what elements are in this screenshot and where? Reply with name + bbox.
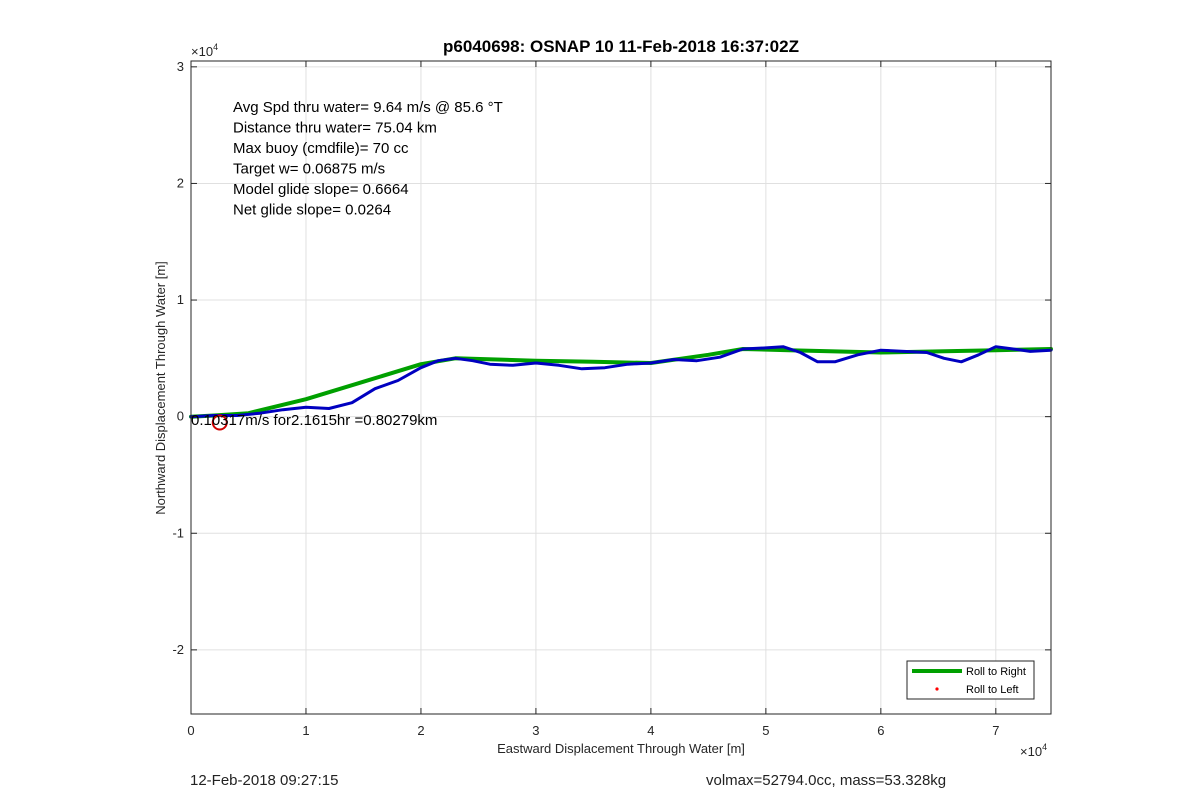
svg-text:×104: ×104	[191, 42, 218, 59]
legend-label-roll-left: Roll to Left	[966, 684, 1019, 696]
current-label: 0.10317m/s for2.1615hr =0.80279km	[191, 412, 437, 429]
x-tick-label: 7	[992, 723, 999, 738]
x-tick-label: 6	[877, 723, 884, 738]
legend: Roll to Right Roll to Left	[906, 660, 1035, 700]
x-tick-label: 2	[417, 723, 424, 738]
series-group	[189, 345, 1053, 431]
y-tick-label: -1	[172, 525, 184, 540]
y-axis-label: Northward Displacement Through Water [m]	[153, 261, 168, 515]
annotation-line: Distance thru water= 75.04 km	[233, 120, 437, 137]
legend-swatch-roll-left	[935, 687, 939, 691]
x-tick-label: 5	[762, 723, 769, 738]
svg-text:×104: ×104	[1020, 742, 1047, 759]
x-exponent-label: ×104	[1020, 742, 1047, 759]
chart-title: p6040698: OSNAP 10 11-Feb-2018 16:37:02Z	[443, 37, 799, 56]
x-axis-label: Eastward Displacement Through Water [m]	[497, 741, 745, 756]
legend-label-roll-right: Roll to Right	[966, 666, 1026, 678]
series-track-line	[189, 345, 1053, 419]
ticks: 0 1 2 3 4 5 6 7 -2 -1 0 1 2 3	[172, 59, 1051, 738]
y-tick-label: 1	[177, 292, 184, 307]
y-tick-label: -2	[172, 642, 184, 657]
legend-box	[906, 660, 1035, 700]
annotation-line: Net glide slope= 0.0264	[233, 202, 391, 219]
x-tick-label: 4	[647, 723, 654, 738]
y-tick-label: 0	[177, 409, 184, 424]
start-marker	[211, 414, 228, 431]
y-tick-label: 3	[177, 59, 184, 74]
y-exponent-label: ×104	[191, 42, 218, 59]
x-tick-label: 0	[187, 723, 194, 738]
series-roll-right-line	[189, 347, 1053, 419]
x-tick-label: 1	[302, 723, 309, 738]
annotation-line: Model glide slope= 0.6664	[233, 181, 409, 198]
grid	[190, 61, 1051, 714]
footer-timestamp: 12-Feb-2018 09:27:15	[190, 772, 339, 789]
plot-frame	[190, 60, 1052, 715]
annotation-line: Avg Spd thru water= 9.64 m/s @ 85.6 °T	[233, 99, 503, 116]
y-tick-label: 2	[177, 175, 184, 190]
x-tick-label: 3	[532, 723, 539, 738]
annotation-line: Max buoy (cmdfile)= 70 cc	[233, 140, 409, 157]
footer-summary: volmax=52794.0cc, mass=53.328kg	[706, 772, 947, 789]
plot-area	[191, 61, 1051, 714]
annotations: Avg Spd thru water= 9.64 m/s @ 85.6 °T Di…	[233, 99, 503, 219]
annotation-line: Target w= 0.06875 m/s	[233, 161, 385, 178]
